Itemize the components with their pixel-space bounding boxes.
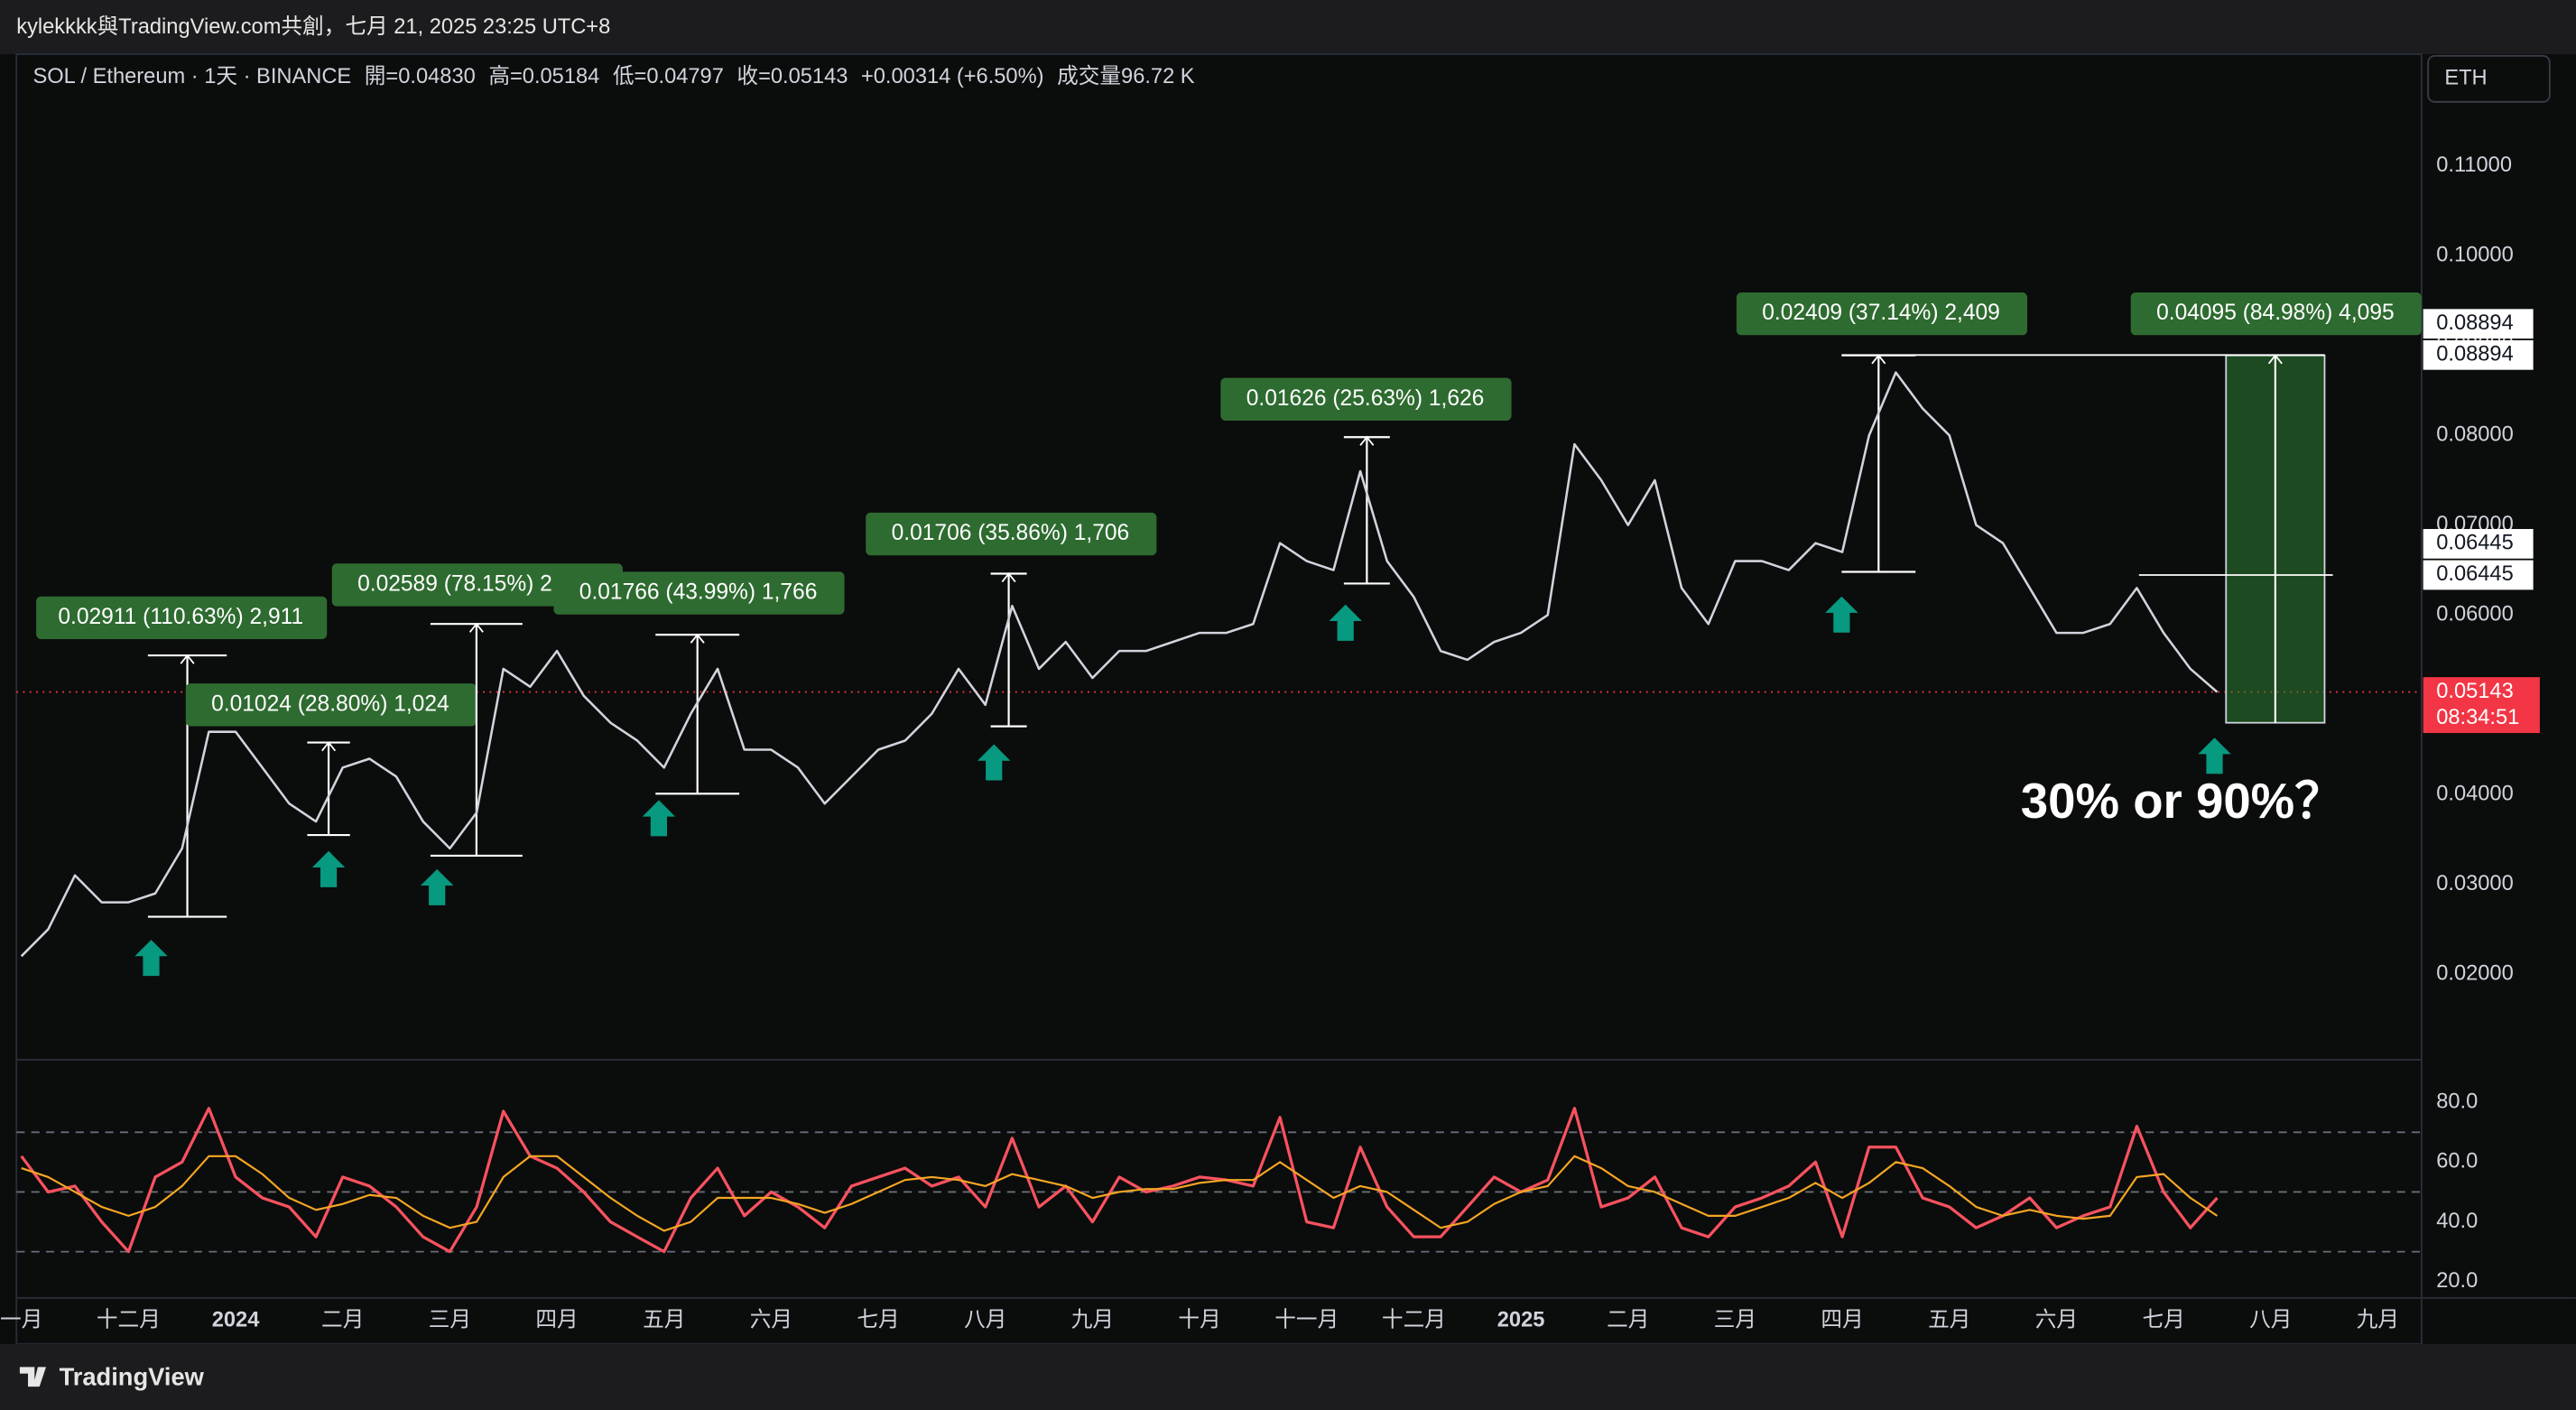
y-tick-label: 0.10000 [2436,243,2514,266]
y-tick-label: 0.02000 [2436,962,2514,986]
y-tick-label: 0.03000 [2436,872,2514,895]
legend-item: +0.00314 (+6.50%) [861,65,1044,88]
price-label-box [2423,339,2534,370]
x-tick-label: 2024 [212,1309,260,1332]
price-label-box [2423,560,2534,590]
signal-arrow [2198,737,2231,775]
x-tick-label: 二月 [1607,1309,1649,1332]
measure-arrowhead [1359,435,1375,446]
price-label-box [2423,529,2534,559]
x-tick-label: 四月 [535,1309,578,1332]
measure-label: 0.04095 (84.98%) 4,095 [2156,301,2395,325]
measure-arrowhead [468,622,484,633]
legend-item: 成交量96.72 K [1057,64,1195,88]
last-price-box [2423,677,2540,734]
x-tick-label: 2025 [1497,1309,1545,1332]
price-line [20,371,2219,958]
y-tick-label: 0.04000 [2436,783,2514,806]
countdown: 08:34:51 [2436,706,2519,729]
tradingview-logo [19,1367,47,1387]
measure-label: 0.02911 (110.63%) 2,911 [58,605,303,629]
measure-label: 0.01766 (43.99%) 1,766 [579,580,818,605]
oscillator-line [21,1155,2219,1232]
measure-box [1220,377,1512,421]
legend-item: 開=0.04830 [365,65,476,88]
x-tick-label: 十月 [1178,1308,1220,1332]
y-tick-label: 0.11000 [2436,153,2512,177]
x-tick-label: 八月 [964,1309,1006,1332]
x-tick-label: 七月 [857,1308,899,1332]
measure-box [185,683,477,727]
x-tick-label: 一月 [0,1309,42,1332]
x-tick-label: 五月 [1928,1309,1970,1332]
y-tick-label: 0.06000 [2436,603,2514,626]
measure-arrowhead [690,633,705,644]
x-tick-label: 四月 [1821,1309,1863,1332]
price-label-box [2423,309,2534,339]
last-price-label: 0.05143 [2436,680,2514,703]
measure-box [1736,292,2028,336]
y-tick-label: 80.0 [2436,1090,2478,1113]
measure-box [2130,292,2422,336]
y-tick-label: 0.08000 [2436,423,2514,447]
measure-box [866,512,1157,556]
header: kylekkkk與TradingView.com共創，七月 21, 2025 2… [16,14,610,39]
measure-arrowhead [180,654,195,664]
price-label: 0.06445 [2436,562,2514,586]
y-tick-label: 20.0 [2436,1269,2478,1293]
measure-arrowhead [1001,572,1016,583]
symbol-button[interactable] [2427,54,2551,103]
signal-arrow [642,800,676,837]
measure-label: 0.02409 (37.14%) 2,409 [1762,301,2000,325]
measure-box [331,563,623,607]
measure-arrowhead [321,741,337,752]
price-label: 0.08894 [2436,311,2514,335]
x-tick-label: 八月 [2249,1309,2292,1332]
signal-arrow [978,744,1011,781]
legend-item: SOL / Ethereum · 1天 · BINANCE [32,65,351,88]
x-tick-label: 九月 [2357,1308,2399,1332]
measure-box [36,596,328,640]
signal-arrow [420,868,454,905]
price-label: 0.08894 [2436,343,2514,366]
x-tick-label: 十二月 [97,1308,161,1332]
footer-brand: TradingView [60,1362,205,1390]
measure-label: 0.01706 (35.86%) 1,706 [892,521,1130,545]
x-tick-label: 三月 [429,1309,471,1332]
x-tick-label: 六月 [750,1308,792,1332]
signal-arrow [1329,604,1362,641]
x-tick-label: 六月 [2035,1308,2078,1332]
x-tick-label: 五月 [643,1309,685,1332]
x-tick-label: 十二月 [1382,1308,1446,1332]
x-tick-label: 九月 [1071,1308,1114,1332]
top-bar [0,0,2576,55]
legend-item: 收=0.05143 [737,64,848,88]
x-tick-label: 七月 [2142,1308,2184,1332]
measure-label: 0.01024 (28.80%) 1,024 [211,691,449,716]
x-tick-label: 三月 [1714,1309,1756,1332]
y-tick-label: 60.0 [2436,1150,2478,1173]
price-label: 0.06445 [2436,532,2514,555]
measure-label: 0.01626 (25.63%) 1,626 [1246,386,1485,411]
signal-arrow [1825,596,1858,633]
symbol-button-label[interactable]: ETH [2444,67,2487,90]
x-tick-label: 二月 [321,1309,364,1332]
y-tick-label: 40.0 [2436,1210,2478,1233]
legend-item: 高=0.05184 [488,64,599,88]
legend-item: 低=0.04797 [613,64,724,88]
annotation: 30% or 90%？ [2021,774,2344,829]
measure-box [553,571,845,615]
bottom-bar [0,1343,2576,1410]
x-tick-label: 十一月 [1274,1308,1339,1332]
oscillator-line [20,1107,2219,1254]
